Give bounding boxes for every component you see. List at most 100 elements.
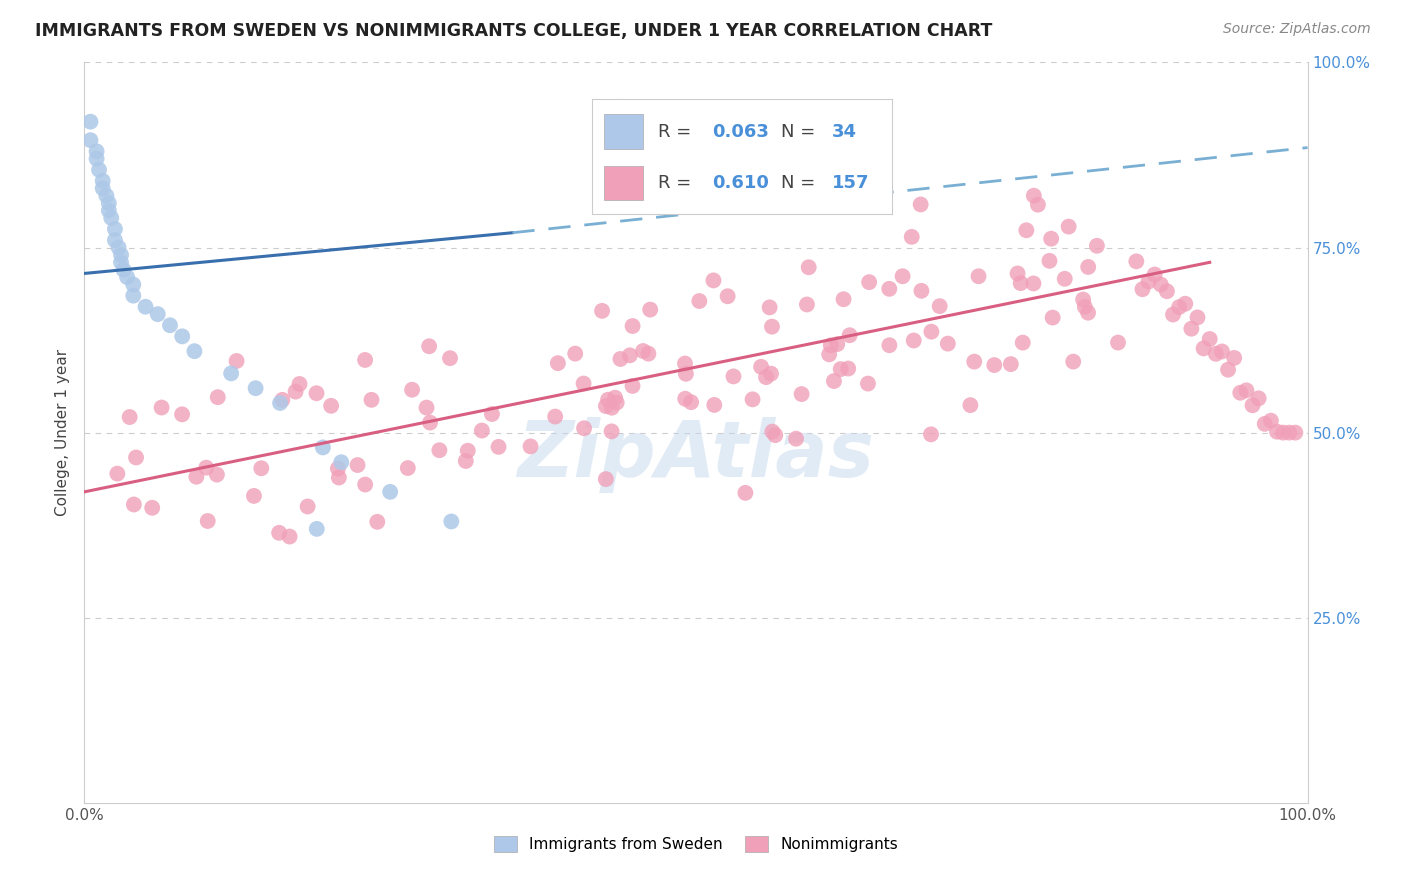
Point xyxy=(796,297,818,311)
Point xyxy=(141,500,163,515)
Point xyxy=(1040,232,1063,246)
Point xyxy=(419,416,441,430)
Point xyxy=(830,362,852,376)
Point xyxy=(86,145,108,159)
Point xyxy=(1216,362,1239,376)
Point xyxy=(1007,267,1029,281)
Point xyxy=(1026,197,1049,211)
Point xyxy=(631,344,654,359)
Point xyxy=(471,424,494,438)
Point xyxy=(97,196,120,211)
Point xyxy=(619,348,641,362)
Point xyxy=(1265,425,1288,439)
Point xyxy=(903,334,925,348)
Point xyxy=(360,392,382,407)
Point xyxy=(681,395,703,409)
Point xyxy=(564,346,586,360)
Point xyxy=(749,359,772,374)
Point xyxy=(755,370,778,384)
Point xyxy=(858,275,880,289)
Point xyxy=(603,391,626,405)
Point xyxy=(758,301,780,315)
Point xyxy=(879,338,901,352)
Point xyxy=(150,401,173,415)
Point xyxy=(118,410,141,425)
Point xyxy=(207,390,229,404)
Point xyxy=(820,338,842,352)
Point xyxy=(146,307,169,321)
Point xyxy=(734,486,756,500)
Point xyxy=(186,469,208,483)
Point xyxy=(454,454,477,468)
Point xyxy=(1000,357,1022,371)
Point xyxy=(612,100,634,114)
Point xyxy=(366,515,388,529)
Point xyxy=(1077,306,1099,320)
Point xyxy=(330,455,353,469)
Point xyxy=(243,489,266,503)
Point xyxy=(271,392,294,407)
Point xyxy=(122,277,145,292)
Point xyxy=(1187,310,1209,325)
Point xyxy=(544,409,567,424)
Point xyxy=(1071,293,1094,307)
Point xyxy=(1156,284,1178,298)
Point xyxy=(1038,253,1060,268)
Point xyxy=(110,255,132,269)
Point xyxy=(91,181,114,195)
Point xyxy=(91,174,114,188)
Point xyxy=(321,399,343,413)
Point xyxy=(1053,272,1076,286)
Text: ZipAtlas: ZipAtlas xyxy=(517,417,875,493)
Point xyxy=(205,467,228,482)
Point xyxy=(305,522,328,536)
Point xyxy=(606,395,628,409)
Point xyxy=(891,269,914,284)
Point xyxy=(1236,384,1258,398)
Point xyxy=(107,240,129,255)
Point xyxy=(159,318,181,333)
Point xyxy=(197,514,219,528)
Point xyxy=(519,439,541,453)
Point xyxy=(920,325,942,339)
Point xyxy=(1211,344,1233,359)
Point xyxy=(936,336,959,351)
Point xyxy=(1205,347,1227,361)
Point xyxy=(269,396,291,410)
Point xyxy=(823,374,845,388)
Point xyxy=(1143,268,1166,282)
Point xyxy=(225,354,247,368)
Point xyxy=(673,392,696,406)
Point xyxy=(1125,254,1147,268)
Point xyxy=(1192,342,1215,356)
Text: IMMIGRANTS FROM SWEDEN VS NONIMMIGRANTS COLLEGE, UNDER 1 YEAR CORRELATION CHART: IMMIGRANTS FROM SWEDEN VS NONIMMIGRANTS … xyxy=(35,22,993,40)
Point xyxy=(297,500,319,514)
Point xyxy=(122,498,145,512)
Point xyxy=(312,441,335,455)
Point xyxy=(125,450,148,465)
Point xyxy=(759,367,782,381)
Point xyxy=(439,351,461,366)
Point xyxy=(1272,425,1295,440)
Point xyxy=(96,188,118,202)
Point xyxy=(723,369,745,384)
Point xyxy=(100,211,122,225)
Point xyxy=(572,421,595,435)
Text: Source: ZipAtlas.com: Source: ZipAtlas.com xyxy=(1223,22,1371,37)
Point xyxy=(928,299,950,313)
Point xyxy=(910,284,932,298)
Point xyxy=(250,461,273,475)
Point xyxy=(440,515,463,529)
Point xyxy=(963,354,986,368)
Point xyxy=(967,269,990,284)
Point xyxy=(1107,335,1129,350)
Point xyxy=(1022,277,1045,291)
Point xyxy=(380,484,402,499)
Point xyxy=(1180,321,1202,335)
Point xyxy=(1132,282,1154,296)
Point xyxy=(1042,310,1064,325)
Point xyxy=(79,133,101,147)
Point xyxy=(591,303,613,318)
Point xyxy=(1015,223,1038,237)
Point xyxy=(457,443,479,458)
